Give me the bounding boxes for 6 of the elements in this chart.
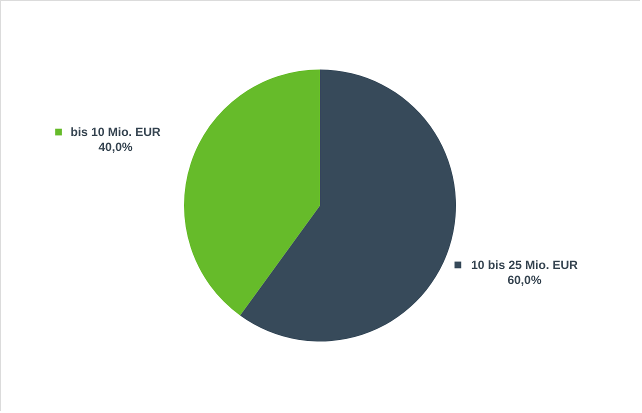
legend-label: 10 bis 25 Mio. EUR	[471, 258, 578, 272]
data-label: 60,0%	[507, 272, 542, 287]
data-label: 40,0%	[98, 140, 133, 154]
pie-slice	[240, 70, 456, 342]
legend-label: bis 10 Mio. EUR	[70, 125, 161, 140]
pie-slice	[184, 70, 320, 316]
